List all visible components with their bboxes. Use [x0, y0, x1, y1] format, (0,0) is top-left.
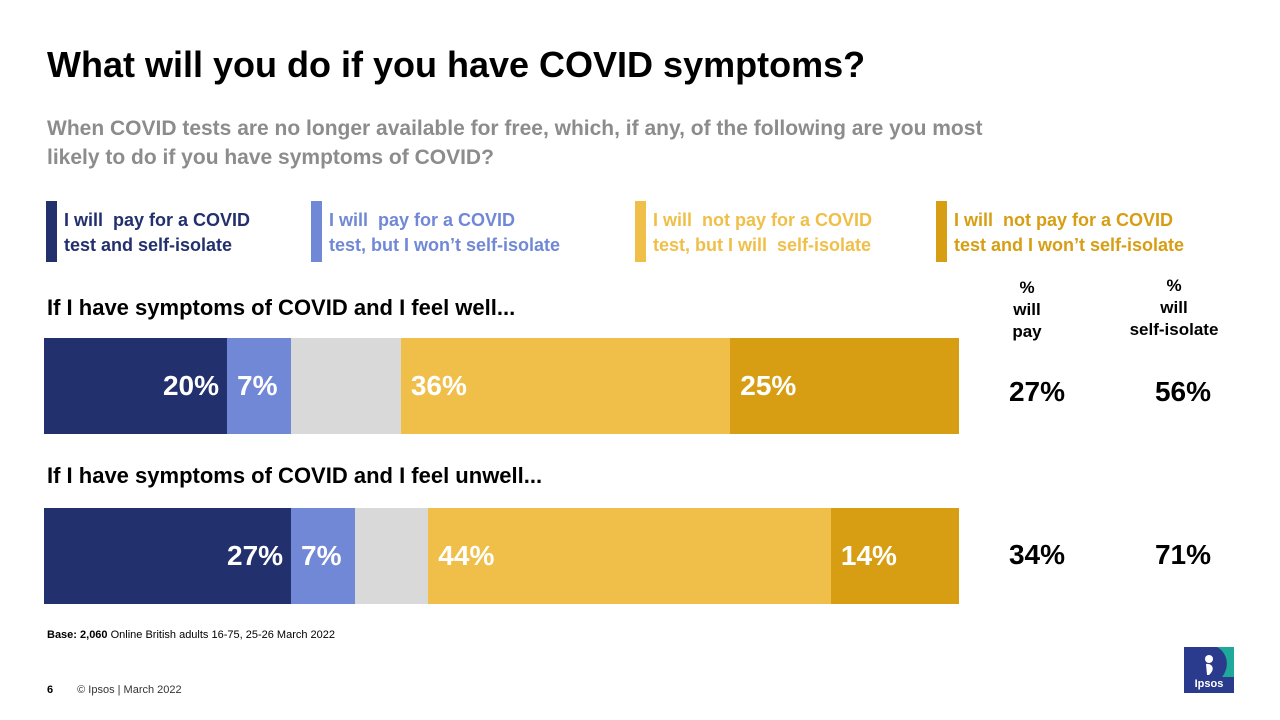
- bar-value-label: 7%: [237, 370, 278, 401]
- legend-label: I will pay for a COVID test and self-iso…: [64, 210, 251, 255]
- legend-swatch: [46, 201, 57, 262]
- legend-swatch: [936, 201, 947, 262]
- legend-swatch: [635, 201, 646, 262]
- bar-segment: [830, 508, 959, 604]
- bar-value-label: 14%: [840, 540, 897, 571]
- legend-label: I will not pay for a COVID test and I wo…: [954, 210, 1185, 255]
- bar-value-label: 25%: [740, 370, 797, 401]
- logo-mark-icon: [1205, 647, 1234, 677]
- logo-text: Ipsos: [1194, 678, 1224, 690]
- base-note: Base: 2,060 Online British adults 16-75,…: [47, 629, 335, 641]
- bar-segment: [44, 508, 292, 604]
- column-header-will-pay: % will pay: [1012, 278, 1042, 341]
- bar-segment: [730, 338, 959, 434]
- bar-segment: [44, 338, 227, 434]
- bar-segment: [355, 508, 429, 604]
- page-number: 6: [47, 684, 54, 696]
- column-header-will-self-isolate: % will self-isolate: [1129, 276, 1219, 339]
- bar-segment: [291, 338, 401, 434]
- bar-value-label: 44%: [438, 540, 495, 571]
- bar-value-label: 20%: [162, 370, 219, 401]
- legend-label: I will not pay for a COVID test, but I w…: [653, 210, 873, 255]
- will-isolate-value-unwell: 71%: [1154, 539, 1212, 570]
- bar-value-label: 7%: [301, 540, 342, 571]
- base-label: Base: 2,060: [47, 629, 108, 641]
- stacked-bar-unwell: 27% 7% 44% 14%: [44, 508, 959, 604]
- base-text: Online British adults 16-75, 25-26 March…: [107, 629, 336, 641]
- page-title: What will you do if you have COVID sympt…: [47, 44, 866, 85]
- question-subtitle: When COVID tests are no longer available…: [47, 117, 983, 169]
- bar-segment: [400, 338, 731, 434]
- will-isolate-value-well: 56%: [1154, 376, 1212, 407]
- legend-label: I will pay for a COVID test, but I won’t…: [329, 210, 561, 255]
- stacked-bar-well: 20% 7% 36% 25%: [44, 338, 959, 434]
- row-title-unwell: If I have symptoms of COVID and I feel u…: [47, 463, 543, 488]
- ipsos-logo: Ipsos: [1184, 647, 1234, 693]
- row-title-well: If I have symptoms of COVID and I feel w…: [47, 295, 516, 320]
- will-pay-value-unwell: 34%: [1008, 539, 1066, 570]
- copyright: © Ipsos | March 2022: [77, 684, 182, 696]
- bar-segment: [428, 508, 831, 604]
- bar-segment: [291, 508, 356, 604]
- legend-swatch: [311, 201, 322, 262]
- bar-segment: [227, 338, 292, 434]
- bar-value-label: 36%: [410, 370, 467, 401]
- footer: 6 © Ipsos | March 2022: [47, 684, 182, 696]
- bar-value-label: 27%: [227, 540, 284, 571]
- will-pay-value-well: 27%: [1008, 376, 1066, 407]
